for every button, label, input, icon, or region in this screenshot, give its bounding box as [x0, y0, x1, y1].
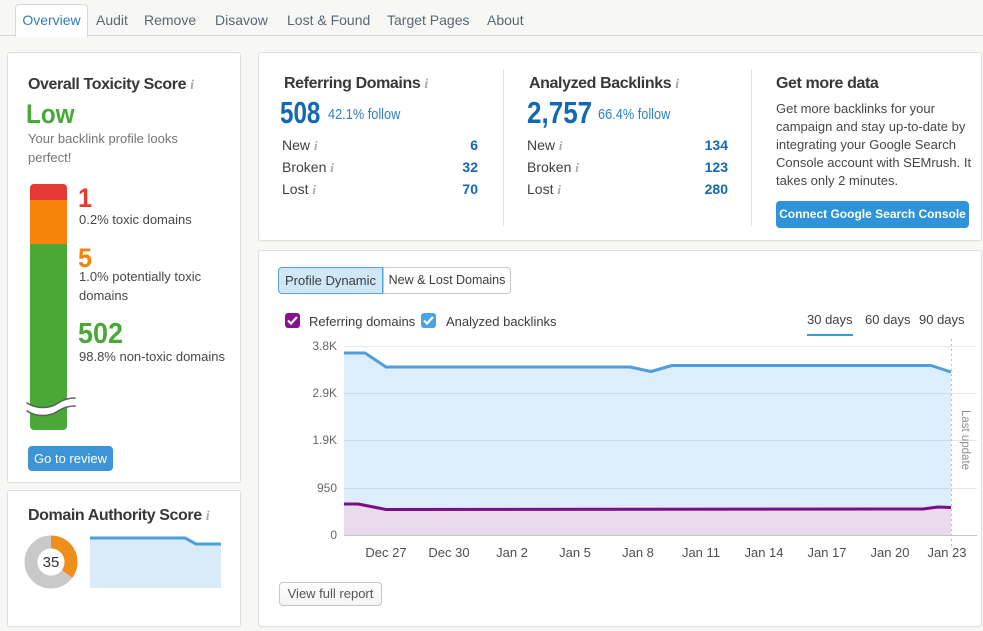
svg-text:Dec 30: Dec 30	[428, 545, 469, 560]
svg-text:Jan 2: Jan 2	[496, 545, 528, 560]
svg-text:Jan 11: Jan 11	[682, 545, 720, 560]
svg-text:Dec 27: Dec 27	[365, 545, 406, 560]
svg-text:Jan 20: Jan 20	[870, 545, 909, 560]
svg-text:3.8K: 3.8K	[312, 339, 337, 353]
svg-text:0: 0	[330, 528, 337, 542]
svg-text:950: 950	[317, 481, 337, 495]
svg-text:Jan 14: Jan 14	[744, 545, 783, 560]
svg-text:Jan 5: Jan 5	[559, 545, 591, 560]
svg-text:2.9K: 2.9K	[312, 386, 337, 400]
svg-text:1.9K: 1.9K	[312, 433, 337, 447]
svg-text:Jan 8: Jan 8	[622, 545, 654, 560]
svg-text:35: 35	[43, 554, 60, 571]
svg-text:Jan 23: Jan 23	[927, 545, 966, 560]
svg-text:Jan 17: Jan 17	[807, 545, 846, 560]
svg-text:Last update: Last update	[959, 410, 971, 470]
